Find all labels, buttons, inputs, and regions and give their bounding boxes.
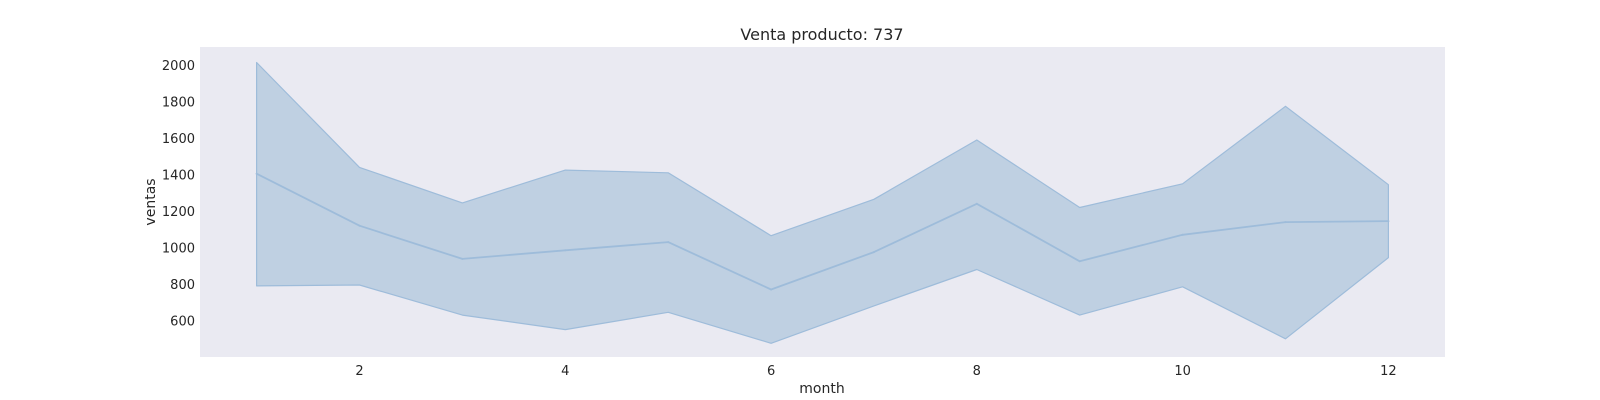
- data-point: [564, 249, 567, 252]
- data-point: [461, 257, 464, 260]
- x-axis-label: month: [799, 381, 844, 397]
- series-line: [256, 172, 1389, 291]
- x-tick-labels: 2 4 6 8 10 12: [355, 364, 1396, 379]
- y-tick-label: 1000: [162, 242, 195, 257]
- series-line-layer: [255, 172, 1390, 291]
- confidence-band-layer: [256, 61, 1390, 344]
- y-tick-label: 1200: [162, 205, 195, 220]
- x-tick-label: 8: [973, 364, 981, 379]
- x-tick-label: 10: [1174, 364, 1191, 379]
- data-point: [1387, 220, 1390, 223]
- y-tick-label: 1800: [162, 96, 195, 111]
- data-point: [1078, 260, 1081, 263]
- x-tick-label: 2: [355, 364, 363, 379]
- data-point: [255, 172, 258, 175]
- chart-title: Venta producto: 737: [740, 25, 903, 44]
- data-point: [1181, 233, 1184, 236]
- data-point: [1284, 221, 1287, 224]
- y-tick-label: 1400: [162, 169, 195, 184]
- confidence-band: [256, 61, 1390, 344]
- y-tick-label: 1600: [162, 132, 195, 147]
- x-tick-label: 4: [561, 364, 569, 379]
- x-tick-label: 6: [767, 364, 775, 379]
- data-point: [667, 241, 670, 244]
- y-tick-label: 600: [170, 315, 195, 330]
- data-point: [358, 224, 361, 227]
- y-tick-labels: 600 800 1000 1200 1400 1600 1800 2000: [162, 59, 195, 329]
- data-point: [872, 251, 875, 254]
- y-tick-label: 800: [170, 278, 195, 293]
- x-tick-label: 12: [1380, 364, 1397, 379]
- data-point: [770, 288, 773, 291]
- data-point: [975, 202, 978, 205]
- y-tick-label: 2000: [162, 59, 195, 74]
- y-axis-label: ventas: [143, 178, 159, 225]
